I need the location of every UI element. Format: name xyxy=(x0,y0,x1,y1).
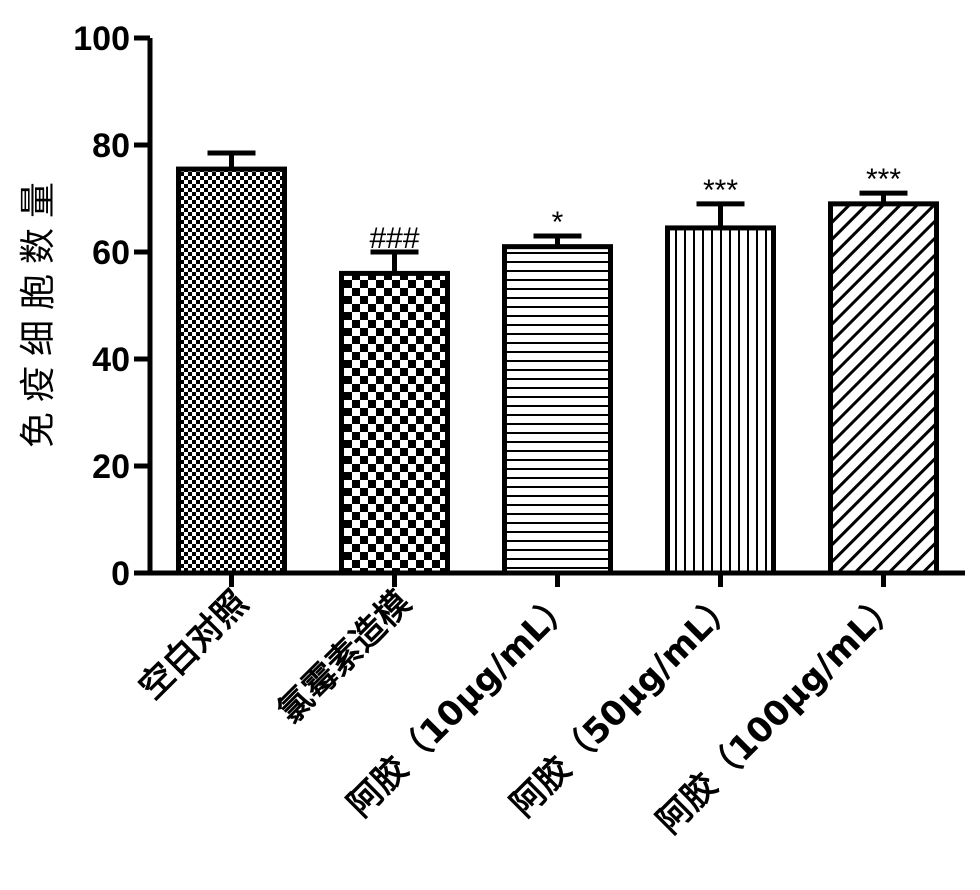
significance-label-2: * xyxy=(552,206,564,239)
bars: ### **** *** xyxy=(176,150,939,576)
significance-label-3: *** xyxy=(703,174,738,207)
y-tick-label-20: 20 xyxy=(92,448,130,486)
y-tick-label-80: 80 xyxy=(92,127,130,165)
x-tick-label-0: 空白对照 xyxy=(131,583,255,707)
y-tick-label-100: 100 xyxy=(73,20,130,58)
bar-0 xyxy=(176,166,287,576)
y-tick-label-60: 60 xyxy=(92,234,130,272)
significance-label-1: ### xyxy=(369,222,419,255)
x-tick-label-1: 氯霉素造模 xyxy=(270,583,418,731)
bar-2 xyxy=(502,244,613,576)
y-axis: 0 20 40 60 80 100 xyxy=(73,20,153,593)
y-axis-label: 免疫细胞数量 xyxy=(18,172,59,448)
x-axis: 空白对照 氯霉素造模阿胶（10μg/mL）阿胶（50μg/mL）阿胶（100μg/… xyxy=(131,570,965,842)
y-tick-label-0: 0 xyxy=(111,555,130,593)
bar-3 xyxy=(665,225,776,576)
significance-label-4: *** xyxy=(866,163,901,196)
bar-1 xyxy=(339,270,450,576)
y-tick-label-40: 40 xyxy=(92,341,130,379)
bar-4 xyxy=(828,201,939,576)
